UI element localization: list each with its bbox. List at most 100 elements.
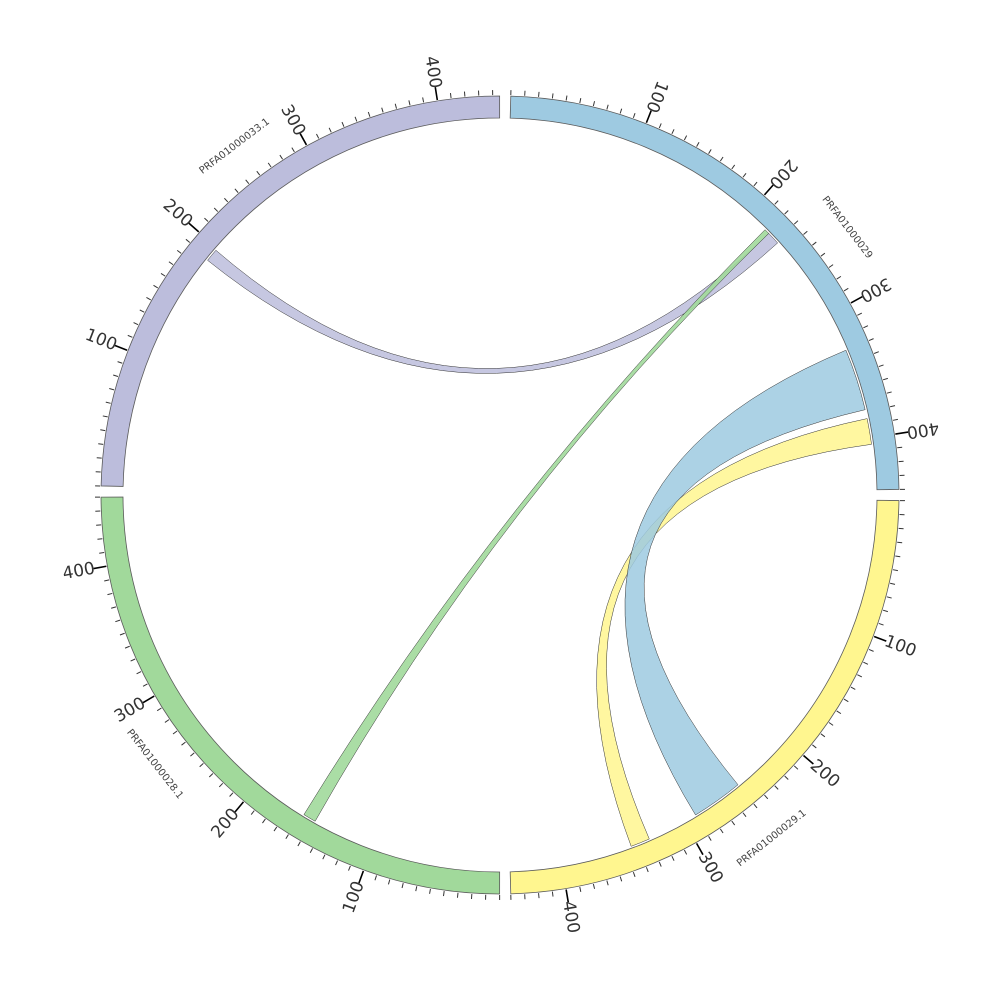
minor-tick — [267, 162, 272, 168]
minor-tick — [181, 741, 186, 746]
minor-tick — [892, 418, 898, 421]
minor-tick — [820, 733, 826, 738]
minor-tick — [449, 92, 452, 99]
minor-tick — [204, 217, 209, 222]
minor-tick — [335, 860, 339, 866]
minor-tick — [429, 888, 431, 894]
minor-tick — [119, 632, 125, 636]
minor-tick — [104, 579, 110, 582]
minor-tick — [213, 207, 219, 212]
minor-tick — [142, 683, 148, 687]
minor-tick — [124, 645, 130, 649]
minor-tick — [592, 101, 596, 107]
minor-tick — [422, 97, 425, 103]
minor-tick — [262, 818, 266, 824]
minor-tick — [309, 848, 314, 854]
minor-tick — [551, 891, 554, 897]
minor-tick — [897, 541, 903, 544]
minor-tick — [606, 104, 609, 110]
minor-tick — [843, 287, 849, 292]
tick-label: 100 — [641, 78, 671, 116]
minor-tick — [250, 810, 255, 815]
minor-tick — [828, 722, 834, 726]
minor-tick — [218, 782, 224, 788]
minor-tick — [784, 210, 789, 215]
minor-tick — [273, 826, 278, 832]
minor-tick — [153, 284, 159, 289]
minor-tick — [812, 744, 817, 749]
minor-tick — [803, 230, 808, 235]
minor-tick — [176, 249, 182, 254]
minor-tick — [551, 93, 554, 99]
minor-tick — [658, 861, 662, 867]
minor-tick — [890, 582, 896, 585]
tick-label: 400 — [905, 417, 940, 442]
minor-tick — [843, 698, 849, 703]
minor-tick — [341, 121, 345, 127]
tick-label: 300 — [111, 693, 149, 727]
major-tick — [93, 565, 107, 570]
minor-tick — [291, 147, 295, 153]
minor-tick — [632, 871, 636, 877]
minor-tick — [136, 671, 142, 675]
minor-tick — [731, 820, 736, 826]
minor-tick — [415, 886, 418, 892]
minor-tick — [374, 875, 377, 881]
minor-tick — [579, 886, 582, 892]
major-tick — [873, 635, 887, 642]
tick-label: 100 — [882, 631, 919, 661]
minor-tick — [592, 883, 596, 889]
major-tick — [645, 110, 652, 124]
minor-tick — [683, 135, 688, 141]
minor-tick — [394, 103, 397, 109]
minor-tick — [208, 773, 214, 778]
tick-label: 100 — [339, 879, 369, 916]
axis-ticks: 100 200 300 400 100 200 300 400 100 200 300 400 100 2… — [61, 55, 940, 935]
minor-tick — [245, 179, 250, 185]
minor-tick — [381, 107, 384, 113]
minor-tick — [401, 883, 404, 889]
minor-tick — [719, 156, 724, 162]
major-tick — [358, 870, 365, 884]
minor-tick — [683, 849, 688, 855]
minor-tick — [224, 197, 229, 203]
minor-tick — [199, 762, 204, 768]
minor-tick — [895, 555, 901, 558]
major-tick — [299, 133, 308, 146]
minor-tick — [886, 391, 892, 394]
tick-label: 300 — [276, 101, 309, 139]
minor-tick — [139, 309, 145, 313]
tick-label: 300 — [694, 849, 727, 887]
minor-tick — [229, 792, 234, 797]
minor-tick — [285, 834, 289, 839]
minor-tick — [671, 855, 675, 861]
major-tick — [850, 296, 863, 304]
link-ribbon-1 — [303, 229, 770, 822]
link-ribbon-0 — [207, 233, 778, 374]
minor-tick — [107, 592, 113, 596]
minor-tick — [882, 377, 888, 381]
minor-tick — [105, 401, 111, 404]
minor-tick — [619, 108, 623, 114]
minor-tick — [98, 443, 104, 445]
minor-tick — [878, 622, 884, 626]
chromosome-segments — [100, 95, 900, 895]
minor-tick — [793, 220, 799, 225]
segment-s_green — [100, 496, 501, 895]
tick-label: 200 — [765, 155, 801, 193]
minor-tick — [111, 606, 117, 609]
segment-s_yellow — [509, 499, 900, 895]
minor-tick — [850, 686, 856, 690]
minor-tick — [836, 710, 842, 715]
segment-s_blue — [509, 95, 900, 491]
minor-tick — [774, 785, 779, 790]
minor-tick — [297, 841, 301, 847]
minor-tick — [863, 325, 869, 329]
minor-tick — [873, 351, 879, 354]
minor-tick — [565, 95, 568, 101]
segment-name-label: PRFA01000033.1 — [197, 116, 271, 176]
tick-label: 200 — [806, 756, 844, 792]
minor-tick — [456, 892, 459, 898]
minor-tick — [97, 538, 103, 540]
